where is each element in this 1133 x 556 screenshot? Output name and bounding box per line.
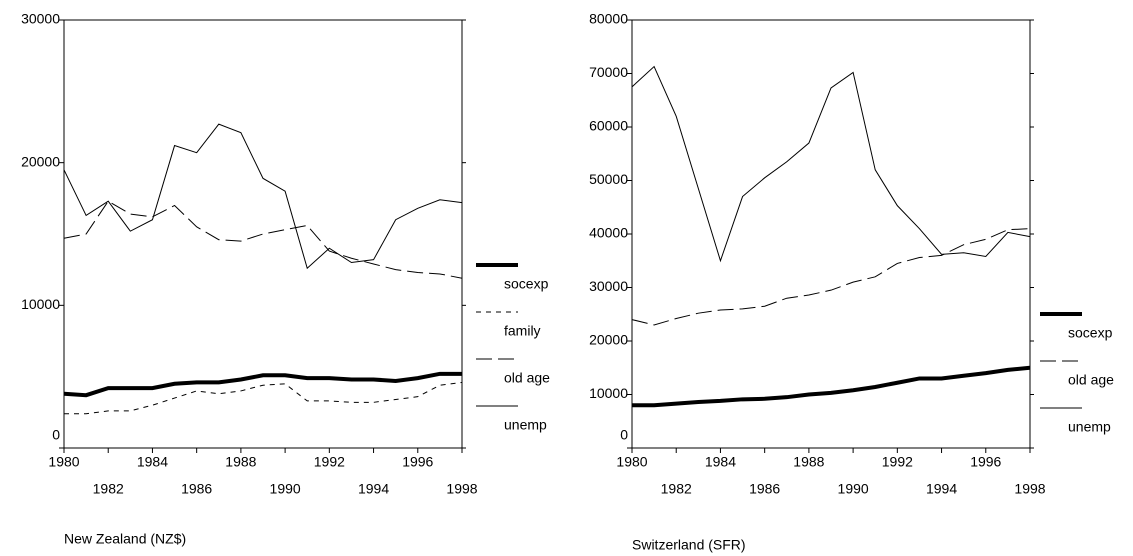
x-tick-label: 1998 <box>446 481 477 497</box>
legend-label: unemp <box>1068 419 1111 435</box>
series-line <box>632 365 1031 408</box>
y-tick-label: 10000 <box>21 296 60 312</box>
x-tick-label: 1982 <box>93 481 124 497</box>
series-line <box>63 200 463 279</box>
series-line <box>631 65 1031 263</box>
series-line <box>631 228 1031 326</box>
chart-caption: Switzerland (SFR) <box>632 537 746 553</box>
y-tick-label: 10000 <box>589 385 628 401</box>
y-tick-label: 30000 <box>589 278 628 294</box>
y-tick-label: 30000 <box>21 11 60 27</box>
x-tick-label: 1996 <box>402 454 433 470</box>
y-tick-label: 80000 <box>589 11 628 27</box>
x-tick-label: 1988 <box>793 454 824 470</box>
legend-label: old age <box>504 370 550 386</box>
x-tick-label: 1982 <box>661 481 692 497</box>
y-tick-label: 70000 <box>589 64 628 80</box>
plot-frame <box>631 19 1031 449</box>
y-tick-label: 50000 <box>589 171 628 187</box>
x-tick-label: 1984 <box>705 454 736 470</box>
x-tick-label: 1990 <box>270 481 301 497</box>
legend-label: socexp <box>1068 325 1113 341</box>
y-tick-label: 20000 <box>589 332 628 348</box>
series-line <box>63 371 462 398</box>
legend-label: family <box>504 323 541 339</box>
x-tick-label: 1994 <box>358 481 389 497</box>
x-tick-label: 1986 <box>749 481 780 497</box>
x-tick-label: 1992 <box>882 454 913 470</box>
chart-caption: New Zealand (NZ$) <box>64 531 186 547</box>
series-line <box>64 381 463 415</box>
y-tick-label: 0 <box>620 427 628 443</box>
y-tick-label: 0 <box>52 427 60 443</box>
series-line <box>63 123 463 270</box>
x-tick-label: 1988 <box>225 454 256 470</box>
legend-label: unemp <box>504 417 547 433</box>
y-tick-label: 40000 <box>589 225 628 241</box>
y-tick-label: 20000 <box>21 153 60 169</box>
legend-label: old age <box>1068 372 1114 388</box>
x-tick-label: 1984 <box>137 454 168 470</box>
x-tick-label: 1996 <box>970 454 1001 470</box>
x-tick-label: 1994 <box>926 481 957 497</box>
legend-label: socexp <box>504 276 549 292</box>
x-tick-label: 1980 <box>48 454 79 470</box>
plot-frame <box>63 19 463 449</box>
x-tick-label: 1980 <box>616 454 647 470</box>
x-tick-label: 1992 <box>314 454 345 470</box>
y-tick-label: 60000 <box>589 118 628 134</box>
x-tick-label: 1990 <box>838 481 869 497</box>
x-tick-label: 1998 <box>1014 481 1045 497</box>
x-tick-label: 1986 <box>181 481 212 497</box>
